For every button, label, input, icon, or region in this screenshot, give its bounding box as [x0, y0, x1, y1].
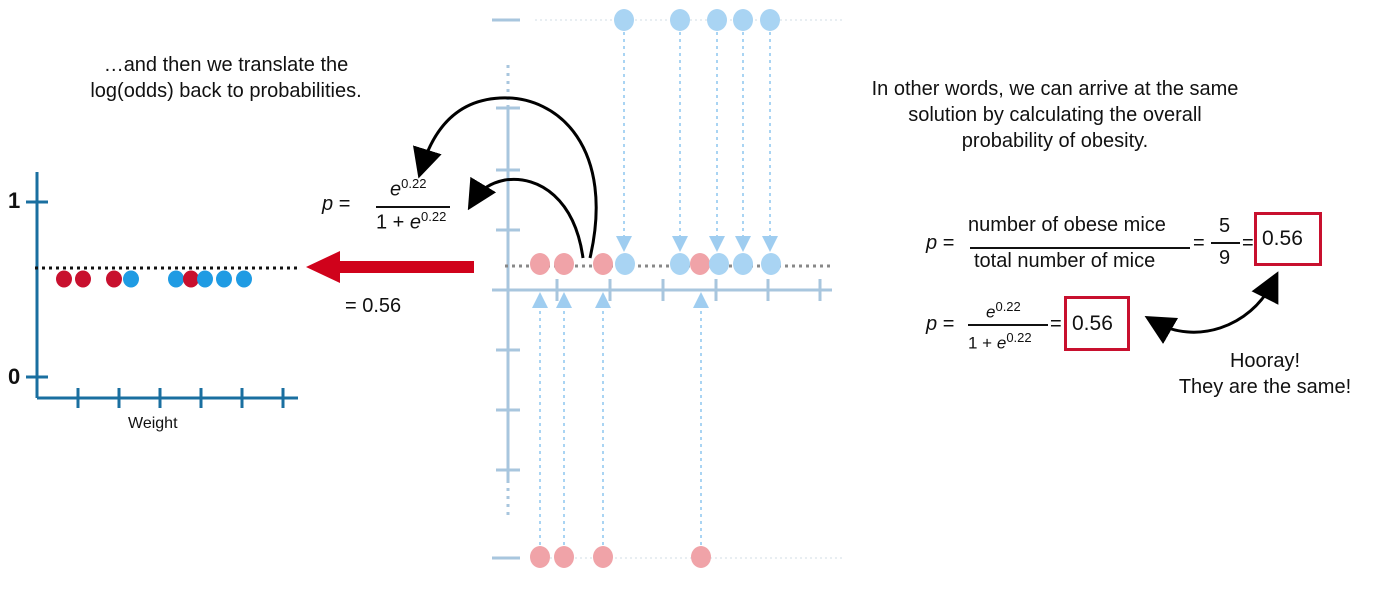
- middle-obese-point: [690, 253, 710, 275]
- right1-result: 0.56: [1262, 227, 1303, 250]
- left-formula-result: = 0.56: [345, 295, 402, 317]
- right-caption: In other words, we can arrive at the sam…: [840, 76, 1270, 154]
- bottom-obese-point: [691, 546, 711, 568]
- log-odds-plot: [492, 9, 845, 568]
- right1-frac-num: 5: [1219, 215, 1231, 237]
- probability-axis: [26, 172, 300, 408]
- middle-not-obese-point: [761, 253, 781, 275]
- curved-arrow-hooray: [1144, 271, 1279, 344]
- right1-eq2: =: [1193, 232, 1205, 254]
- not-obese-point: [168, 270, 184, 288]
- hooray-text: Hooray! They are the same!: [1160, 348, 1370, 400]
- big-red-arrow: [306, 251, 474, 283]
- top-not-obese-point: [670, 9, 690, 31]
- left-caption: …and then we translate the log(odds) bac…: [76, 52, 376, 104]
- y-label-0: 0: [8, 364, 21, 389]
- not-obese-point: [216, 270, 232, 288]
- middle-points: [530, 253, 781, 275]
- right2-denominator: 1 + e0.22: [968, 330, 1032, 353]
- bottom-obese-point: [554, 546, 574, 568]
- right-caption-line1: In other words, we can arrive at the sam…: [871, 78, 1239, 100]
- bottom-points: [530, 546, 711, 568]
- right2-result-box: [1064, 296, 1130, 351]
- right2-eq2: =: [1050, 313, 1062, 335]
- middle-not-obese-point: [733, 253, 753, 275]
- middle-not-obese-point: [615, 253, 635, 275]
- not-obese-point: [197, 270, 213, 288]
- right-caption-line2: solution by calculating the overall: [908, 104, 1202, 126]
- left-formula-p: p =: [322, 193, 351, 215]
- obese-point: [75, 270, 91, 288]
- y-label-1: 1: [8, 188, 21, 213]
- curved-arrow-inner: [467, 176, 585, 259]
- left-formula-denominator: 1 + e0.22: [376, 209, 447, 234]
- right2-numerator: e0.22: [986, 299, 1021, 322]
- middle-obese-point: [593, 253, 613, 275]
- right1-numerator: number of obese mice: [968, 214, 1166, 236]
- x-axis-label: Weight: [128, 415, 178, 432]
- left-caption-line1: …and then we translate the: [103, 54, 349, 76]
- hooray-line1: Hooray!: [1229, 350, 1301, 372]
- right1-denominator: total number of mice: [974, 250, 1156, 272]
- right2-result: 0.56: [1072, 312, 1113, 335]
- curved-arrow-outer: [413, 96, 598, 259]
- right-caption-line3: probability of obesity.: [961, 130, 1149, 152]
- middle-not-obese-point: [670, 253, 690, 275]
- middle-obese-point: [530, 253, 550, 275]
- top-points: [614, 9, 780, 31]
- right1-eq3: =: [1242, 232, 1254, 254]
- bottom-obese-point: [593, 546, 613, 568]
- not-obese-point: [236, 270, 252, 288]
- left-formula-numerator: e0.22: [390, 176, 427, 201]
- middle-obese-point: [554, 253, 574, 275]
- bottom-obese-point: [530, 546, 550, 568]
- right1-frac-den: 9: [1219, 247, 1231, 269]
- right2-formula-p: p =: [926, 313, 955, 335]
- top-not-obese-point: [707, 9, 727, 31]
- obese-point: [183, 270, 199, 288]
- right1-formula-p: p =: [926, 232, 955, 254]
- middle-not-obese-point: [709, 253, 729, 275]
- probability-points: [56, 270, 252, 288]
- top-not-obese-point: [760, 9, 780, 31]
- hooray-line2: They are the same!: [1178, 376, 1352, 398]
- obese-point: [56, 270, 72, 288]
- top-not-obese-point: [733, 9, 753, 31]
- left-caption-line2: log(odds) back to probabilities.: [90, 80, 362, 102]
- x-ticks: [76, 388, 285, 408]
- top-not-obese-point: [614, 9, 634, 31]
- obese-point: [106, 270, 122, 288]
- right1-result-box: [1254, 212, 1322, 266]
- curved-arrows: [413, 96, 1279, 344]
- not-obese-point: [123, 270, 139, 288]
